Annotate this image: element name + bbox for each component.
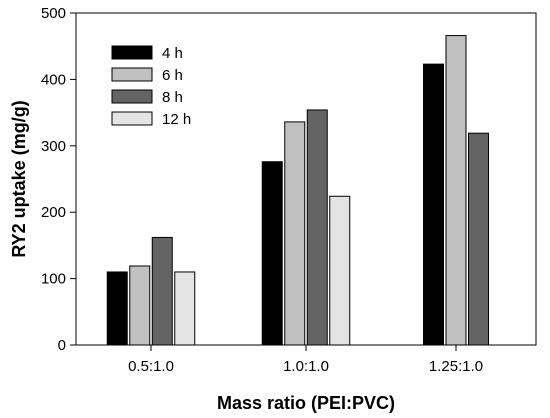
y-axis-title: RY2 uptake (mg/g) — [9, 100, 29, 257]
bar-8h-1.0:1.0 — [306, 109, 328, 346]
bar-8h-0.5:1.0 — [151, 236, 173, 346]
legend-label: 6 h — [162, 67, 183, 84]
bar-6h-1.0:1.0 — [284, 121, 306, 346]
legend-swatch — [111, 67, 153, 82]
bar-8h-1.25:1.0 — [468, 132, 489, 346]
legend-label: 8 h — [162, 89, 183, 106]
bar-4h-1.25:1.0 — [423, 63, 444, 346]
y-tick-label: 100 — [41, 271, 66, 288]
legend-label: 4 h — [162, 45, 183, 62]
x-tick-label: 1.0:1.0 — [283, 358, 329, 375]
bar-4h-0.5:1.0 — [106, 271, 128, 346]
x-axis-title: Mass ratio (PEI:PVC) — [217, 393, 395, 413]
y-tick-label: 500 — [41, 5, 66, 22]
x-tick-label: 1.25:1.0 — [429, 358, 483, 375]
legend-swatch — [111, 111, 153, 126]
y-tick-label: 400 — [41, 71, 66, 88]
y-tick-label: 0 — [58, 337, 66, 354]
bar-4h-1.0:1.0 — [261, 161, 283, 346]
bar-12h-0.5:1.0 — [174, 271, 196, 346]
bar-6h-1.25:1.0 — [445, 35, 467, 346]
axis-ticks: 0 100 200 300 400 500 0.5:1.0 1.0:1.0 1.25:1.0 — [41, 5, 483, 375]
legend-swatch — [111, 89, 153, 104]
x-tick-label: 0.5:1.0 — [128, 358, 174, 375]
legend-label: 12 h — [162, 111, 191, 128]
bars — [106, 35, 489, 346]
legend: 4 h 6 h 8 h 12 h — [111, 45, 191, 128]
y-tick-label: 300 — [41, 138, 66, 155]
bar-12h-1.0:1.0 — [329, 195, 351, 346]
legend-swatch — [111, 45, 153, 60]
y-tick-label: 200 — [41, 204, 66, 221]
bar-6h-0.5:1.0 — [129, 265, 151, 346]
